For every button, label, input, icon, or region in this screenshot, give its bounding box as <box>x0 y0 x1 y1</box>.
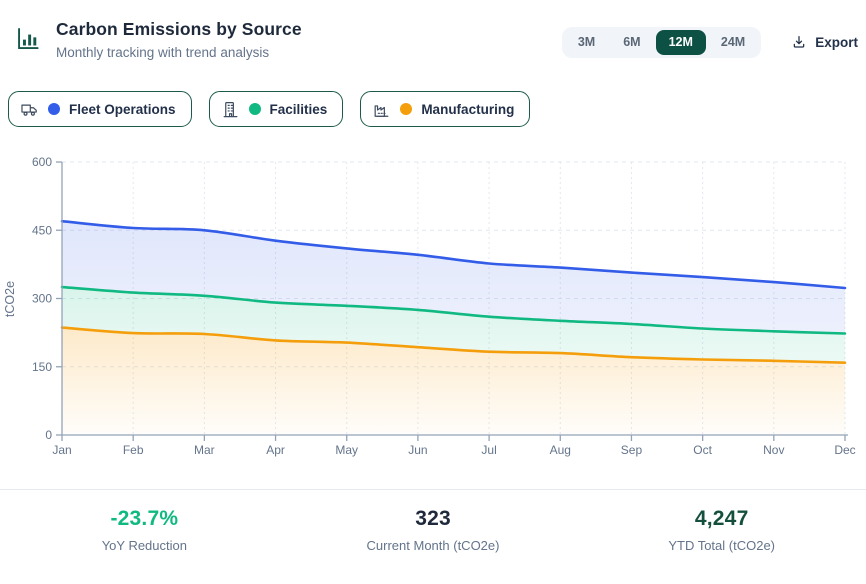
stats-row: -23.7% YoY Reduction 323 Current Month (tCO… <box>0 507 866 553</box>
legend-chip-facilities[interactable]: Facilities <box>208 91 344 127</box>
stat-ytd-total-tco2e-: 4,247 YTD Total (tCO2e) <box>577 507 866 553</box>
range-6m-button[interactable]: 6M <box>610 30 653 55</box>
y-tick-label: 150 <box>32 360 52 374</box>
stat-value: 323 <box>415 507 451 530</box>
legend-dot-manufacturing <box>400 103 413 115</box>
x-tick-label: Jul <box>481 443 496 457</box>
bar-chart-icon <box>14 25 41 52</box>
area-band-manufacturing <box>62 327 845 435</box>
download-icon <box>791 34 807 50</box>
range-24m-button[interactable]: 24M <box>708 30 758 55</box>
x-tick-label: Mar <box>194 443 215 457</box>
page-subtitle: Monthly tracking with trend analysis <box>56 44 270 60</box>
x-tick-label: Apr <box>266 443 285 457</box>
emissions-area-chart: 0 150 300 450 600 Jan Feb Mar Apr May Jun Jul Aug Sep… <box>0 150 866 470</box>
legend-label: Fleet Operations <box>69 101 176 117</box>
legend-label: Facilities <box>269 101 328 117</box>
stat-current-month-tco2e-: 323 Current Month (tCO2e) <box>289 507 578 553</box>
x-tick-label: Jan <box>52 443 71 457</box>
stat-label: YTD Total (tCO2e) <box>668 538 776 553</box>
legend-dot-facilities <box>248 103 261 115</box>
y-tick-label: 600 <box>32 155 52 169</box>
y-tick-label: 0 <box>45 428 52 442</box>
x-tick-label: Sep <box>621 443 643 457</box>
area-band-facilities <box>62 287 845 363</box>
export-label: Export <box>815 34 858 50</box>
footer-divider <box>0 489 866 490</box>
stat-label: YoY Reduction <box>101 538 187 553</box>
x-tick-label: Aug <box>550 443 571 457</box>
time-range-selector: 3M 6M 12M 24M <box>561 27 762 58</box>
truck-icon <box>20 100 39 119</box>
y-axis-title: tCO2e <box>3 281 17 317</box>
legend-dot-fleet-operations <box>48 103 60 115</box>
chart-svg: 0 150 300 450 600 Jan Feb Mar Apr May Jun Jul Aug Sep… <box>3 155 856 457</box>
x-tick-label: Feb <box>123 443 144 457</box>
x-tick-label: Nov <box>763 443 784 457</box>
toolbar: 3M 6M 12M 24M Export <box>561 27 860 58</box>
legend-chip-manufacturing[interactable]: Manufacturing <box>360 91 531 127</box>
factory-icon <box>372 100 391 119</box>
x-tick-label: May <box>335 443 358 457</box>
y-tick-label: 300 <box>32 292 52 306</box>
stat-yoy-reduction: -23.7% YoY Reduction <box>0 507 289 553</box>
page-title: Carbon Emissions by Source <box>56 19 302 39</box>
legend-label: Manufacturing <box>421 101 515 117</box>
stat-value: 4,247 <box>694 507 749 530</box>
export-button[interactable]: Export <box>789 30 860 54</box>
area-band-fleet-operations <box>62 221 845 334</box>
range-12m-button[interactable]: 12M <box>655 30 706 55</box>
range-3m-button[interactable]: 3M <box>565 30 608 55</box>
chart-legend: Fleet Operations Facilities Manufacturing <box>8 91 531 127</box>
series-line-facilities <box>60 285 847 335</box>
x-tick-label: Dec <box>834 443 855 457</box>
legend-chip-fleet-operations[interactable]: Fleet Operations <box>8 91 192 127</box>
series-line-fleet-operations <box>60 219 847 290</box>
building-icon <box>221 100 240 119</box>
x-tick-label: Jun <box>408 443 427 457</box>
stat-label: Current Month (tCO2e) <box>366 538 500 553</box>
series-line-manufacturing <box>60 326 847 364</box>
stat-value: -23.7% <box>110 507 179 530</box>
y-tick-label: 450 <box>32 223 52 237</box>
x-tick-label: Oct <box>693 443 712 457</box>
header: Carbon Emissions by Source Monthly track… <box>14 18 302 60</box>
